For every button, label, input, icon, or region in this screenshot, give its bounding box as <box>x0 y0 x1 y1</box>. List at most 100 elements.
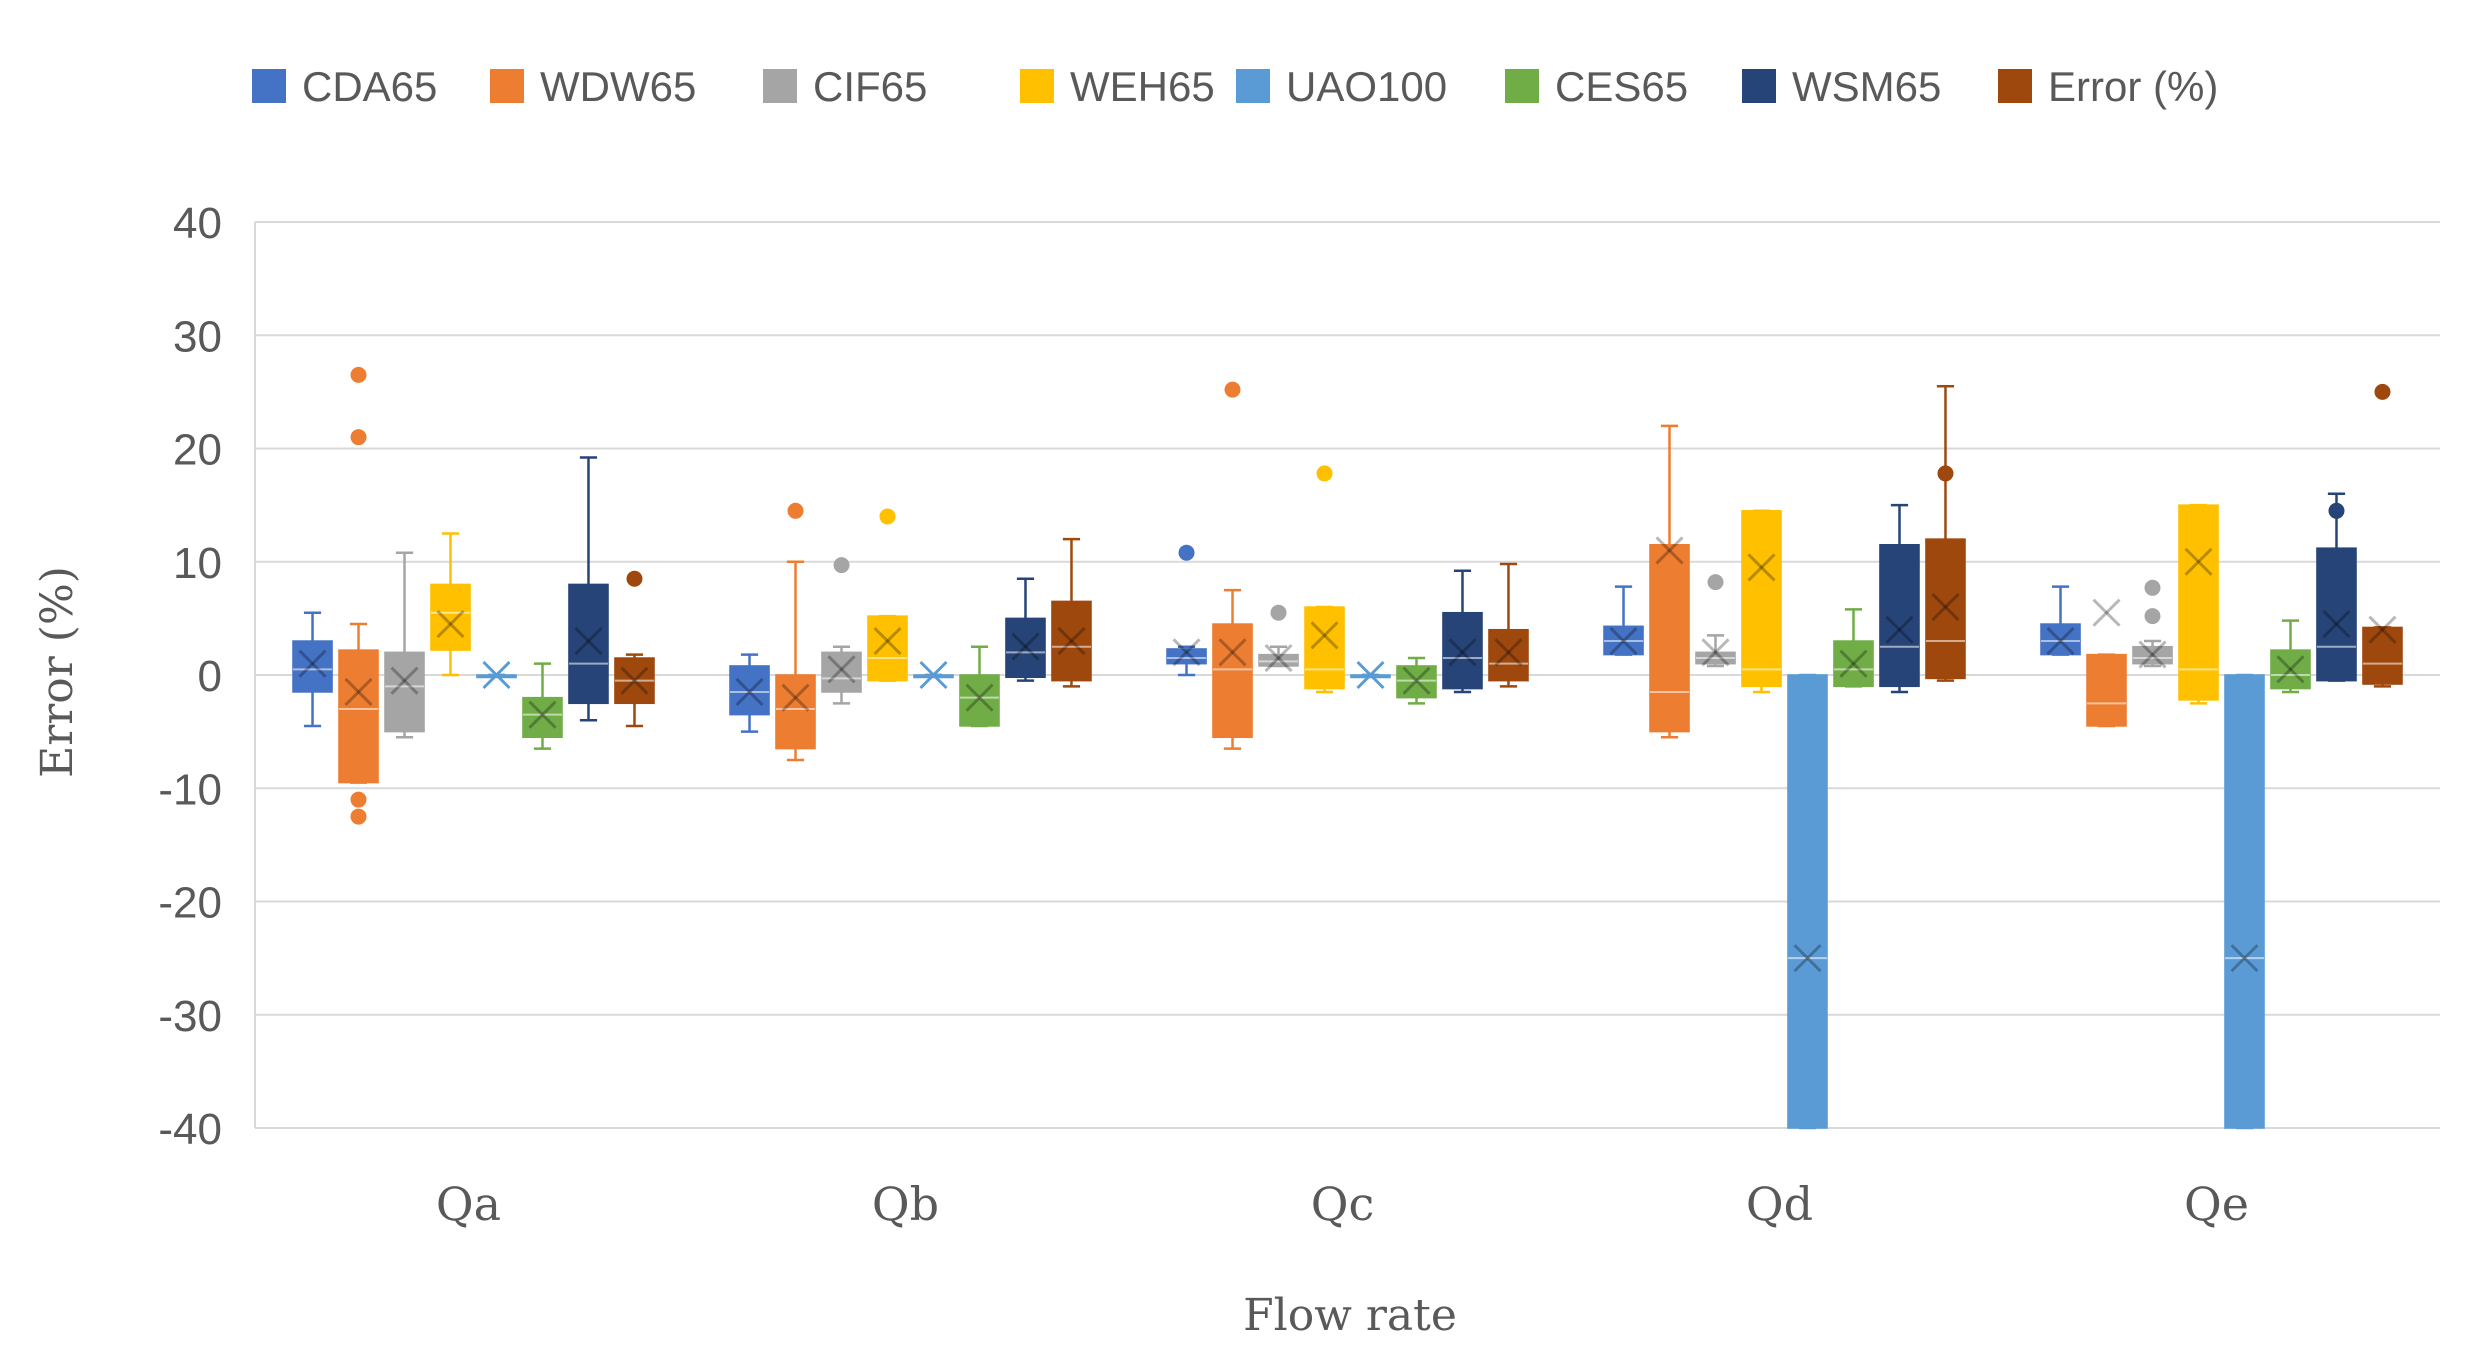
outlier-point <box>1178 544 1195 561</box>
box-body <box>1925 538 1966 680</box>
legend-item: WSM65 <box>1742 63 1941 110</box>
x-tick-label: Qb <box>872 1177 939 1231</box>
box-error-qa <box>614 570 655 728</box>
y-tick-label: -30 <box>158 992 222 1041</box>
box-body <box>338 649 379 784</box>
legend-swatch <box>1998 69 2032 103</box>
mean-marker <box>1701 638 1730 667</box>
box-body <box>1051 600 1092 682</box>
mean-marker <box>344 677 373 707</box>
box-wdw65-qb <box>775 502 816 762</box>
mean-marker <box>1793 944 1822 973</box>
mean-marker <box>873 626 902 656</box>
mean-marker <box>1931 592 1960 622</box>
box-body <box>1649 544 1690 733</box>
outlier-point <box>1707 574 1724 591</box>
mean-marker <box>827 655 856 684</box>
box-body <box>1304 606 1345 690</box>
mean-marker <box>1747 553 1776 582</box>
mean-marker <box>919 660 948 690</box>
mean-marker <box>2368 615 2397 644</box>
box-body <box>1741 510 1782 688</box>
legend-label: WDW65 <box>540 63 696 110</box>
y-tick-label: 40 <box>173 199 222 248</box>
mean-marker <box>2046 626 2075 656</box>
x-tick-label: Qc <box>1311 1177 1374 1231</box>
mean-marker <box>436 609 465 639</box>
mean-marker <box>2046 626 2075 656</box>
box-body <box>2270 649 2311 690</box>
mean-marker <box>2276 655 2305 684</box>
outlier-point <box>2144 608 2161 625</box>
box-wdw65-qa <box>338 366 379 825</box>
mean-marker <box>482 660 511 690</box>
mean-marker <box>1839 649 1868 678</box>
plot-area <box>292 366 2403 1130</box>
box-weh65-qc <box>1304 465 1345 694</box>
box-body <box>2316 547 2357 682</box>
mean-marker <box>2322 609 2351 639</box>
legend-item: WDW65 <box>490 63 696 110</box>
box-error-qe <box>2362 383 2403 688</box>
legend-item: CDA65 <box>252 63 437 110</box>
outlier-point <box>2328 502 2345 519</box>
box-wsm65-qd <box>1879 503 1920 694</box>
outlier-point <box>1224 381 1241 398</box>
legend-swatch <box>763 69 797 103</box>
box-cif65-qc <box>1258 604 1299 673</box>
mean-marker <box>2368 615 2397 644</box>
mean-marker <box>1218 638 1247 667</box>
box-body <box>1396 665 1437 699</box>
box-body <box>2132 645 2173 665</box>
mean-marker <box>620 666 649 695</box>
x-axis-label: Flow rate <box>1243 1290 1457 1341</box>
box-ces65-qc <box>1396 656 1437 705</box>
box-body <box>292 640 333 693</box>
box-body <box>1258 653 1299 667</box>
mean-marker <box>1057 626 1086 656</box>
mean-marker <box>873 626 902 656</box>
mean-marker <box>2184 547 2213 576</box>
mean-marker <box>1172 638 1201 667</box>
box-body <box>1879 544 1920 688</box>
box-body <box>1833 640 1874 688</box>
legend-swatch <box>1236 69 1270 103</box>
box-wsm65-qe <box>2316 492 2357 682</box>
legend-label: WEH65 <box>1070 63 1215 110</box>
mean-marker <box>620 666 649 695</box>
y-tick-label: 20 <box>173 426 222 475</box>
mean-marker <box>1057 626 1086 656</box>
mean-marker <box>1931 592 1960 622</box>
legend-swatch <box>252 69 286 103</box>
box-cda65-qc <box>1166 544 1207 677</box>
legend-item: CIF65 <box>763 63 927 110</box>
box-body <box>1488 628 1529 682</box>
mean-marker <box>1701 638 1730 667</box>
mean-marker <box>390 666 419 695</box>
legend: CDA65 WDW65 CIF65 WEH65 UAO100 CES65 WSM65 Erro… <box>252 63 2218 110</box>
mean-marker <box>1448 638 1477 667</box>
mean-marker <box>2092 598 2121 627</box>
legend-label: CDA65 <box>302 63 437 110</box>
box-uao100-qb <box>913 660 954 690</box>
mean-marker <box>1609 626 1638 656</box>
legend-item: WEH65 <box>1020 63 1215 110</box>
mean-marker <box>1356 660 1385 690</box>
y-tick-label: 30 <box>173 312 222 361</box>
box-body <box>1787 674 1828 1129</box>
mean-marker <box>574 626 603 656</box>
mean-marker <box>1402 666 1431 695</box>
box-wsm65-qc <box>1442 569 1483 694</box>
legend-item: Error (%) <box>1998 63 2218 110</box>
box-ces65-qe <box>2270 619 2311 694</box>
box-weh65-qd <box>1741 509 1782 694</box>
mean-marker <box>1011 632 1040 661</box>
box-body <box>959 674 1000 727</box>
box-weh65-qa <box>430 532 471 677</box>
box-body <box>2178 504 2219 701</box>
mean-marker <box>1885 615 1914 644</box>
box-ces65-qb <box>959 645 1000 728</box>
mean-marker <box>2092 598 2121 627</box>
box-body <box>2362 626 2403 685</box>
mean-marker <box>1264 643 1293 673</box>
